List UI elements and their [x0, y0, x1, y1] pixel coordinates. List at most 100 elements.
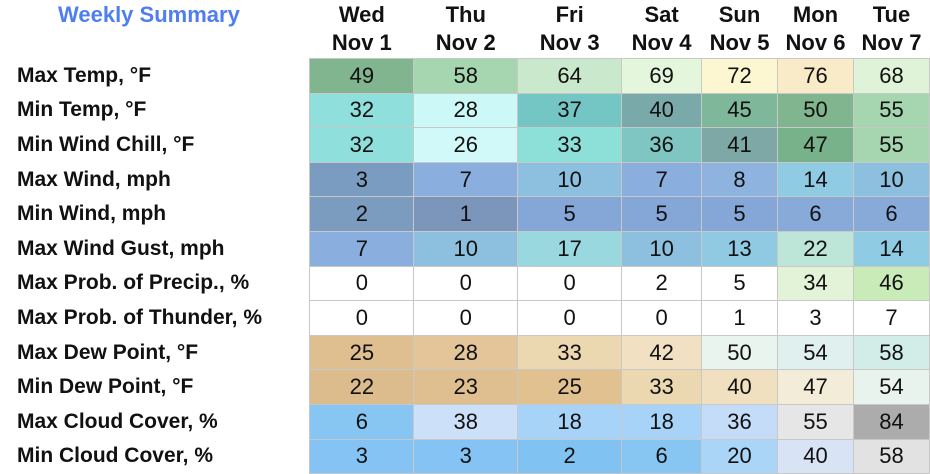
- table-row: Max Prob. of Precip., % 0 0 0 2 5 34 46: [0, 265, 930, 302]
- table-cell: 13: [701, 230, 779, 267]
- table-cell: 8: [701, 161, 779, 198]
- table-cell: 41: [701, 127, 779, 163]
- row-label: Min Temp, °F: [17, 98, 147, 122]
- table-cell: 23: [413, 369, 519, 405]
- row-label: Min Wind Chill, °F: [17, 132, 195, 156]
- table-cell: 28: [413, 334, 519, 371]
- day-name: Tue: [872, 2, 911, 27]
- table-cell: 0: [413, 300, 519, 336]
- table-cell: 45: [701, 92, 779, 129]
- table-cell: 72: [701, 58, 779, 94]
- table-cell: 20: [701, 438, 779, 474]
- table-cell: 22: [777, 230, 854, 267]
- day-name: Sun: [718, 2, 761, 27]
- table-cell: 40: [701, 369, 779, 405]
- table-row: Min Wind, mph 2 1 5 5 5 6 6: [0, 196, 930, 232]
- table-cell: 76: [777, 58, 854, 94]
- table-cell: 3: [309, 438, 415, 474]
- table-cell: 25: [517, 369, 623, 405]
- day-header: Mon Nov 6: [778, 0, 854, 59]
- table-cell: 55: [852, 127, 930, 163]
- table-cell: 3: [309, 161, 415, 198]
- table-cell: 14: [852, 230, 930, 267]
- table-cell: 26: [413, 127, 519, 163]
- day-date: Nov 6: [785, 30, 846, 55]
- table-cell: 6: [621, 438, 703, 474]
- day-header: Sun Nov 5: [702, 0, 778, 59]
- table-cell: 47: [777, 127, 854, 163]
- table-cell: 50: [777, 92, 854, 129]
- day-name: Mon: [792, 2, 839, 27]
- table-cell: 2: [621, 265, 703, 302]
- table-cell: 2: [517, 438, 623, 474]
- day-header: Thu Nov 2: [414, 0, 518, 59]
- table-cell: 58: [852, 438, 930, 474]
- table-cell: 54: [852, 369, 930, 405]
- table-row: Max Dew Point, °F 25 28 33 42 50 54 58: [0, 334, 930, 371]
- row-label: Max Prob. of Precip., %: [17, 271, 250, 295]
- table-cell: 10: [852, 161, 930, 198]
- table-cell: 0: [309, 300, 415, 336]
- table-cell: 10: [621, 230, 703, 267]
- row-label: Max Dew Point, °F: [17, 340, 199, 364]
- table-cell: 6: [309, 403, 415, 440]
- row-label: Min Wind, mph: [17, 202, 167, 226]
- table-cell: 18: [517, 403, 623, 440]
- row-label: Max Wind Gust, mph: [17, 236, 225, 260]
- table-cell: 7: [852, 300, 930, 336]
- table-cell: 0: [309, 265, 415, 302]
- table-cell: 0: [413, 265, 519, 302]
- table-cell: 5: [701, 196, 779, 232]
- page-title: Weekly Summary: [58, 2, 240, 27]
- row-label: Max Prob. of Thunder, %: [17, 305, 263, 329]
- day-date: Nov 3: [539, 30, 600, 55]
- table-cell: 55: [777, 403, 854, 440]
- table-cell: 46: [852, 265, 930, 302]
- day-date: Nov 1: [331, 30, 392, 55]
- table-cell: 5: [517, 196, 623, 232]
- table-cell: 0: [517, 300, 623, 336]
- table-cell: 14: [777, 161, 854, 198]
- day-header: Tue Nov 7: [853, 0, 929, 59]
- row-label: Max Wind, mph: [17, 167, 171, 191]
- table-cell: 5: [701, 265, 779, 302]
- table-cell: 49: [309, 58, 415, 94]
- table-cell: 28: [413, 92, 519, 129]
- table-cell: 1: [413, 196, 519, 232]
- table-cell: 5: [621, 196, 703, 232]
- table-cell: 68: [852, 58, 930, 94]
- table-cell: 33: [517, 127, 623, 163]
- table-cell: 33: [517, 334, 623, 371]
- table-cell: 7: [413, 161, 519, 198]
- table-cell: 7: [621, 161, 703, 198]
- day-header: Wed Nov 1: [310, 0, 414, 59]
- table-cell: 36: [621, 127, 703, 163]
- table-cell: 3: [413, 438, 519, 474]
- table-cell: 50: [701, 334, 779, 371]
- table-cell: 22: [309, 369, 415, 405]
- table-cell: 2: [309, 196, 415, 232]
- day-name: Sat: [644, 2, 679, 27]
- header-row: Wed Nov 1 Thu Nov 2 Fri Nov 3 Sat Nov 4 Sun Nov 5…: [0, 0, 930, 59]
- table-row: Min Temp, °F 32 28 37 40 45 50 55: [0, 92, 930, 129]
- day-date: Nov 2: [435, 30, 496, 55]
- table-cell: 40: [777, 438, 854, 474]
- day-name: Thu: [445, 2, 486, 27]
- day-date: Nov 4: [631, 30, 692, 55]
- table-cell: 38: [413, 403, 519, 440]
- day-name: Fri: [555, 2, 584, 27]
- table-cell: 54: [777, 334, 854, 371]
- row-label: Min Dew Point, °F: [17, 375, 194, 399]
- table-cell: 18: [621, 403, 703, 440]
- table-row: Max Wind, mph 3 7 10 7 8 14 10: [0, 161, 930, 198]
- header-corner: [0, 0, 310, 59]
- table-cell: 32: [309, 127, 415, 163]
- table-cell: 34: [777, 265, 854, 302]
- table-cell: 58: [413, 58, 519, 94]
- row-label: Min Cloud Cover, %: [17, 444, 214, 468]
- table-row: Max Prob. of Thunder, % 0 0 0 0 1 3 7: [0, 300, 930, 336]
- table-cell: 25: [309, 334, 415, 371]
- table-cell: 17: [517, 230, 623, 267]
- table-row: Max Cloud Cover, % 6 38 18 18 36 55 84: [0, 403, 930, 440]
